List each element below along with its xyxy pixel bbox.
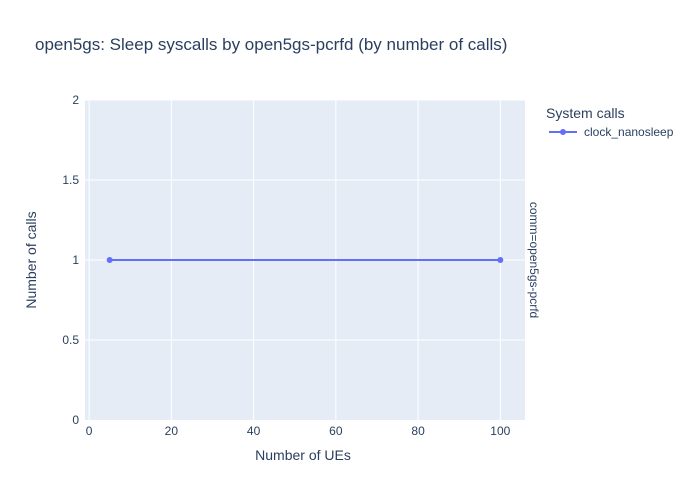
y-axis-title: Number of calls [23, 211, 39, 308]
x-axis-ticks: 0 20 40 60 80 100 [86, 424, 511, 438]
x-tick-label: 100 [490, 424, 510, 438]
y-tick-label: 2 [72, 93, 79, 107]
chart-title: open5gs: Sleep syscalls by open5gs-pcrfd… [35, 35, 507, 54]
x-tick-label: 0 [86, 424, 93, 438]
legend-item-label[interactable]: clock_nanosleep [584, 125, 674, 139]
x-tick-label: 80 [411, 424, 425, 438]
x-axis-title: Number of UEs [255, 447, 351, 463]
y-tick-label: 1.5 [62, 173, 79, 187]
x-tick-label: 40 [247, 424, 261, 438]
legend-items: clock_nanosleep [549, 125, 674, 139]
x-tick-label: 20 [165, 424, 179, 438]
y-tick-label: 0.5 [62, 333, 79, 347]
y-tick-label: 1 [72, 253, 79, 267]
legend: System calls clock_nanosleep [546, 105, 674, 139]
data-point [107, 257, 113, 263]
x-tick-label: 60 [329, 424, 343, 438]
y-axis-ticks: 0 0.5 1 1.5 2 [62, 93, 79, 427]
y-tick-label: 0 [72, 413, 79, 427]
data-point [497, 257, 503, 263]
facet-label: comm=open5gs-pcrfd [527, 202, 541, 318]
legend-title: System calls [546, 105, 625, 121]
legend-swatch-marker[interactable] [560, 129, 566, 135]
